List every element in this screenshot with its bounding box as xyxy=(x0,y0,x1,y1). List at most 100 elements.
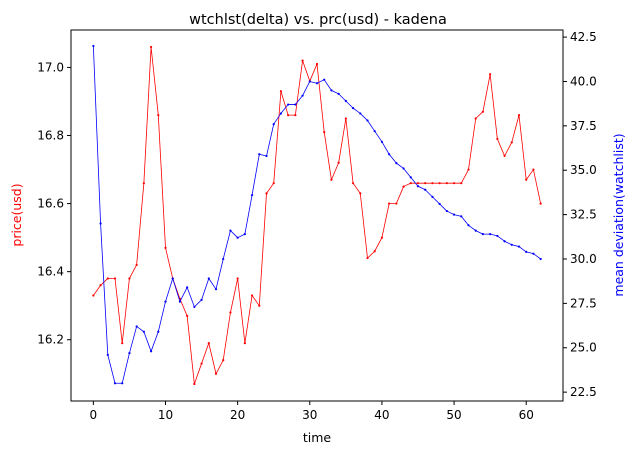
watchlist-series-point xyxy=(366,119,369,122)
x-axis-ticks: 0 10 20 30 40 50 60 xyxy=(90,401,534,422)
watchlist-series-point xyxy=(171,277,174,280)
watchlist-series-point xyxy=(315,82,319,85)
price-series-point xyxy=(128,277,131,280)
price-series-point xyxy=(431,182,434,185)
plot-frame xyxy=(70,29,564,402)
watchlist-series-point xyxy=(402,167,405,170)
watchlist-series-point xyxy=(452,213,456,216)
watchlist-series-point xyxy=(149,350,153,353)
price-series-point xyxy=(525,178,528,181)
watchlist-series-point xyxy=(496,234,499,238)
price-series-point xyxy=(243,342,246,345)
left-y-axis-ticks: 16.2 16.4 16.6 16.8 17.0 xyxy=(37,60,71,347)
right-y-tick-label: 42.5 xyxy=(570,30,597,44)
watchlist-series-point xyxy=(222,257,225,261)
right-y-tick-label: 27.5 xyxy=(570,296,597,310)
left-y-axis-label: price(usd) xyxy=(9,183,24,246)
watchlist-series-point xyxy=(272,122,275,126)
watchlist-series-point xyxy=(200,298,203,301)
watchlist-series-point xyxy=(186,286,189,289)
left-y-tick-label: 16.2 xyxy=(37,333,64,347)
right-y-tick-label: 35.0 xyxy=(570,163,597,177)
x-tick-label: 60 xyxy=(519,408,534,422)
price-series-point xyxy=(207,342,210,345)
price-series-point xyxy=(330,178,333,181)
price-series-point xyxy=(236,277,239,280)
watchlist-series-point xyxy=(344,99,347,103)
watchlist-series-point xyxy=(308,80,311,83)
watchlist-series-point xyxy=(416,185,420,188)
watchlist-series-point xyxy=(294,103,297,106)
price-series-point xyxy=(164,246,167,249)
x-axis-label: time xyxy=(303,430,332,445)
watchlist-series-point xyxy=(287,103,290,106)
right-y-tick-label: 22.5 xyxy=(570,385,597,399)
price-series-point xyxy=(258,304,261,307)
price-series-point xyxy=(214,372,218,375)
right-y-axis-ticks: 22.5 25.0 27.5 30.0 32.5 35.0 37.5 40.0 42.5 xyxy=(563,30,597,399)
watchlist-series-point xyxy=(193,305,196,309)
right-y-tick-label: 40.0 xyxy=(570,74,597,88)
price-series-point xyxy=(474,117,477,120)
watchlist-series-point xyxy=(481,233,485,236)
price-series-point xyxy=(337,161,340,164)
price-series-point xyxy=(388,202,391,205)
watchlist-series-point xyxy=(92,44,95,48)
left-y-tick-label: 16.4 xyxy=(37,265,64,279)
price-series-point xyxy=(510,141,513,144)
chart-title: wtchlst(delta) vs. prc(usd) - kadena xyxy=(189,12,447,28)
watchlist-series-point xyxy=(236,236,239,239)
watchlist-series-point xyxy=(380,140,384,143)
watchlist-series-point xyxy=(121,382,124,385)
price-series-point xyxy=(157,113,160,117)
watchlist-series-point xyxy=(438,202,441,206)
price-series-point xyxy=(287,113,290,117)
price-series-point xyxy=(481,110,485,113)
watchlist-series-point xyxy=(409,176,412,179)
price-series-point xyxy=(200,362,203,365)
x-tick-label: 30 xyxy=(302,408,317,422)
price-series-point xyxy=(445,182,448,185)
watchlist-series-point xyxy=(164,300,167,303)
watchlist-series-point xyxy=(99,222,102,225)
watchlist-series-point xyxy=(135,325,138,328)
right-y-tick-label: 37.5 xyxy=(570,119,597,133)
right-y-axis-label: mean deviation(watchlist) xyxy=(611,133,626,296)
watchlist-series-point xyxy=(359,112,362,115)
x-tick-label: 0 xyxy=(90,408,98,422)
watchlist-series-point xyxy=(258,153,261,156)
watchlist-series-point xyxy=(113,382,117,385)
price-series-point xyxy=(416,182,420,185)
x-tick-label: 20 xyxy=(230,408,245,422)
price-series-point xyxy=(489,73,492,76)
price-series-point xyxy=(229,311,232,314)
price-series-point xyxy=(315,62,319,66)
watchlist-series-point xyxy=(489,233,492,236)
watchlist-series-point xyxy=(445,209,448,213)
watchlist-series-point xyxy=(539,257,542,261)
price-series-point xyxy=(279,90,283,93)
watchlist-series-point xyxy=(503,240,506,243)
price-series-point xyxy=(503,154,506,158)
price-series-point xyxy=(452,182,456,185)
left-y-tick-label: 16.6 xyxy=(37,197,64,211)
price-series-point xyxy=(193,382,196,386)
price-series-point xyxy=(496,137,499,141)
price-series-point xyxy=(539,202,542,205)
price-series-point xyxy=(135,263,138,266)
price-series-point xyxy=(149,45,153,49)
watchlist-series-point xyxy=(214,288,218,291)
right-y-tick-label: 30.0 xyxy=(570,252,597,266)
watchlist-series-point xyxy=(330,89,333,92)
price-series-point xyxy=(222,359,225,362)
price-series-point xyxy=(395,202,398,205)
right-y-tick-label: 25.0 xyxy=(570,341,597,355)
price-series-point xyxy=(373,250,376,253)
watchlist-series-point xyxy=(142,330,145,333)
price-series-point xyxy=(366,256,369,260)
price-series-point xyxy=(121,342,124,345)
watchlist-series-point xyxy=(532,252,535,255)
price-series-point xyxy=(186,314,189,318)
price-series-point xyxy=(409,182,412,185)
price-series-point xyxy=(113,277,117,280)
